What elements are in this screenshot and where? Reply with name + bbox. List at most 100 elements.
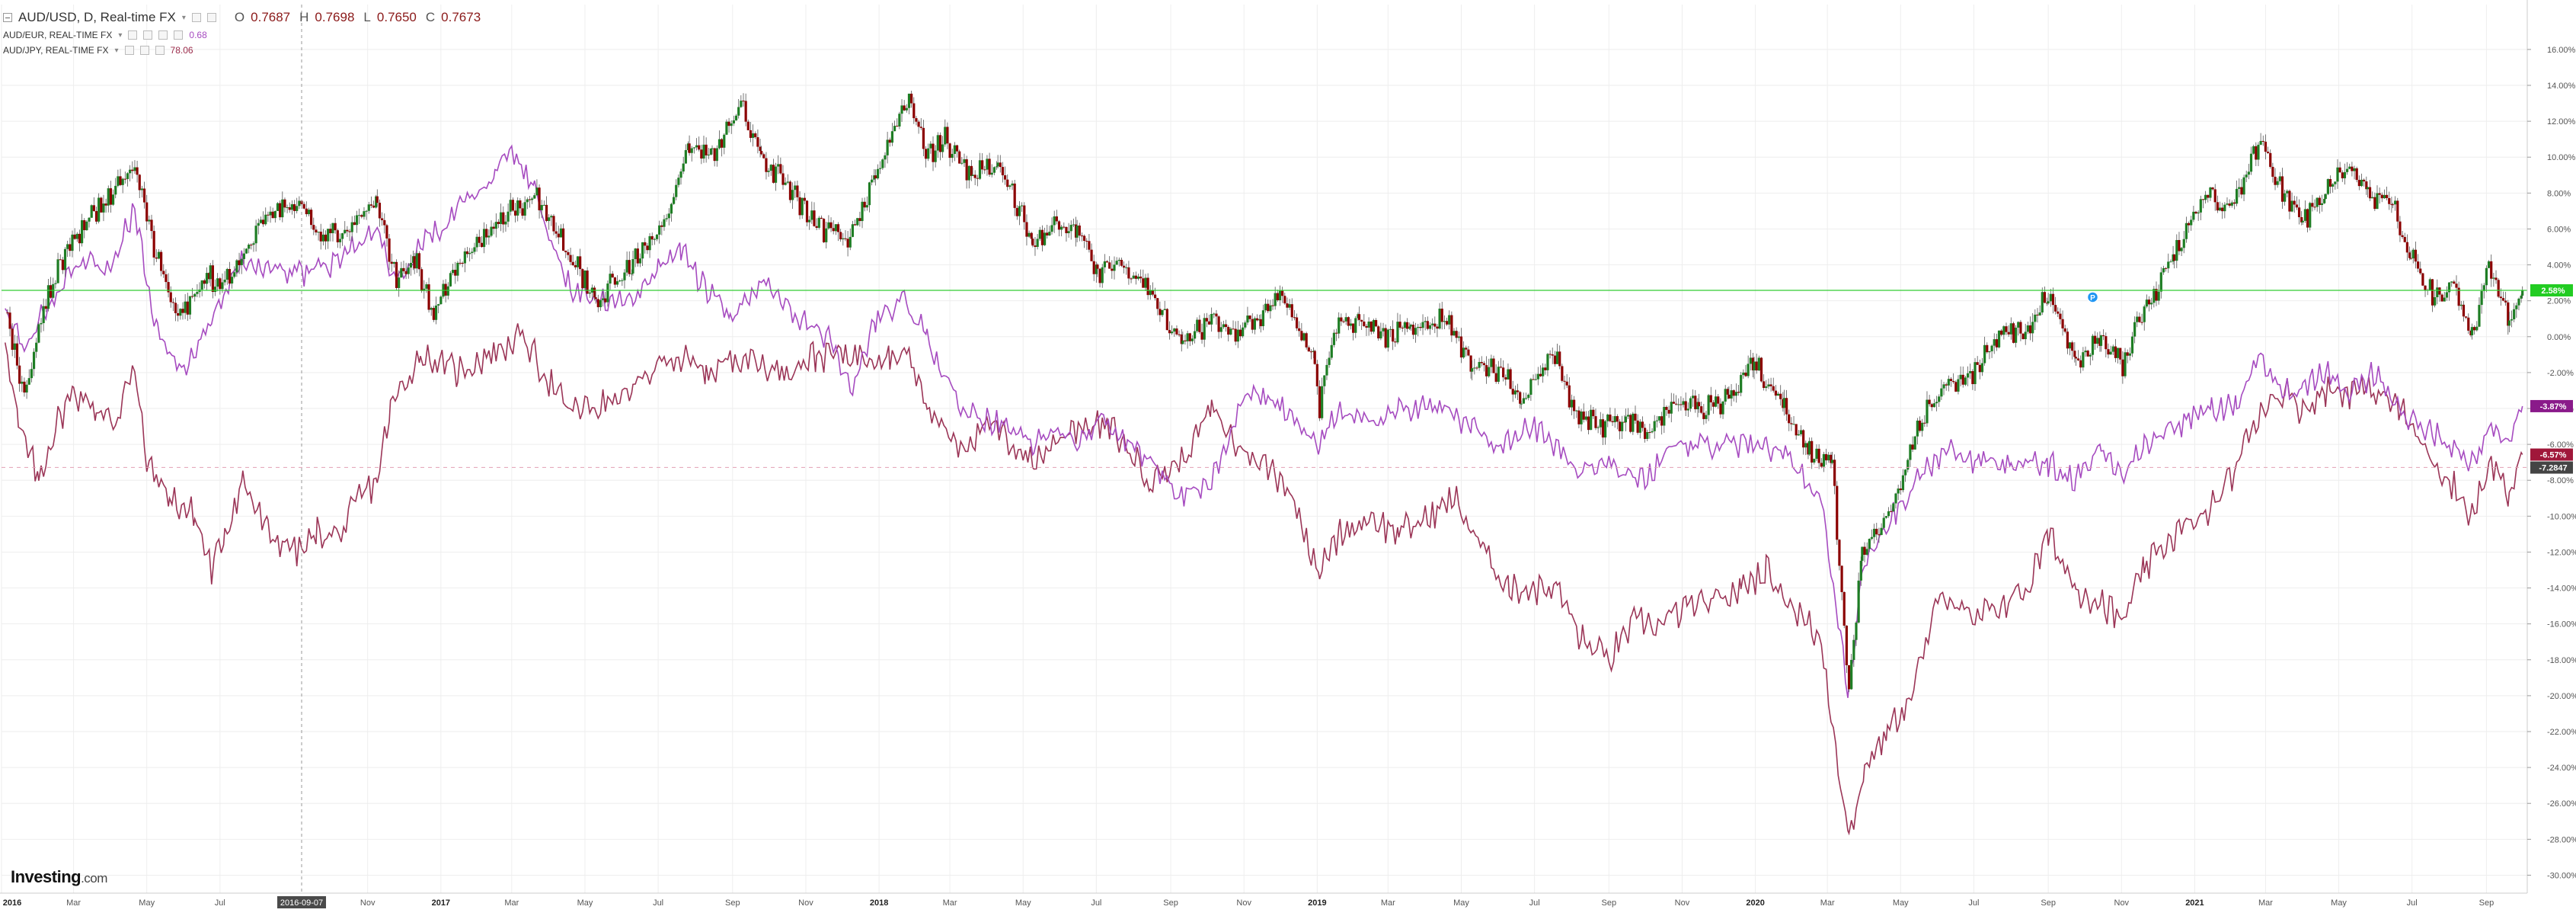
x-tick-label: Jul (653, 898, 663, 908)
candle-down (1945, 384, 1948, 386)
candle-down (2293, 200, 2296, 205)
candle-up (2290, 200, 2293, 212)
candle-down (781, 173, 785, 185)
chevron-down-icon[interactable]: ▾ (114, 46, 119, 55)
candle-down (1234, 328, 1237, 342)
candle-up (463, 251, 466, 264)
candle-up (794, 185, 797, 191)
candle-down (1003, 175, 1007, 180)
y-tick-label: -26.00% (2547, 799, 2576, 809)
candle-down (917, 121, 920, 127)
candle-up (1993, 339, 1996, 346)
candle-down (1298, 328, 1301, 331)
candle-down (1286, 303, 1289, 308)
candle-down (557, 233, 560, 238)
candle-up (990, 172, 993, 175)
candle-up (1542, 367, 1545, 376)
candle-up (907, 93, 911, 108)
candle-down (2264, 141, 2268, 152)
candle-down (2414, 249, 2418, 262)
settings-icon[interactable] (206, 13, 216, 22)
close-icon[interactable] (158, 30, 168, 40)
y-tick-label: 8.00% (2547, 189, 2571, 198)
x-tick-label: Sep (1602, 898, 1617, 908)
more-icon[interactable] (174, 30, 184, 40)
candle-down (749, 130, 753, 138)
candle-up (1386, 329, 1389, 348)
candle-up (1196, 319, 1199, 331)
candle-up (2190, 219, 2193, 226)
candle-down (1426, 321, 1429, 329)
candle-down (760, 151, 763, 155)
candle-down (261, 219, 265, 225)
candle-up (2169, 261, 2172, 263)
x-tick-label: Jul (1091, 898, 1101, 908)
candle-down (820, 217, 823, 219)
chart-legend: AUD/USD, D, Real-time FX ▾ O 0.7687 H 0.76… (3, 8, 484, 58)
collapse-legend-icon[interactable] (3, 13, 12, 22)
chevron-down-icon[interactable]: ▾ (118, 30, 123, 40)
candle-up (1707, 395, 1710, 415)
candle-up (1590, 409, 1593, 431)
candle-up (648, 235, 651, 251)
candle-down (922, 127, 925, 149)
candle-up (834, 224, 837, 232)
candle-down (1419, 327, 1422, 328)
candle-up (2470, 327, 2474, 335)
candle-up (1408, 326, 1411, 329)
close-icon[interactable] (155, 46, 165, 55)
candle-up (1757, 357, 1760, 371)
candle-up (298, 200, 301, 207)
candle-up (1765, 386, 1768, 389)
settings-icon[interactable] (143, 30, 153, 40)
candle-up (730, 123, 733, 127)
eye-icon[interactable] (128, 30, 138, 40)
candle-up (2334, 181, 2337, 184)
candle-up (1488, 367, 1491, 376)
candle-up (148, 219, 151, 222)
candle-down (1295, 317, 1299, 328)
settings-icon[interactable] (139, 46, 149, 55)
candle-down (1392, 328, 1395, 342)
candle-up (2360, 179, 2363, 187)
candle-up (2332, 184, 2335, 187)
candle-up (290, 204, 294, 210)
candle-up (1278, 290, 1282, 301)
candle-down (167, 282, 170, 293)
candle-up (516, 200, 519, 216)
candle-down (432, 308, 435, 320)
candle-down (1843, 591, 1846, 626)
candle-up (2157, 291, 2160, 301)
candle-up (1942, 384, 1945, 389)
candle-up (1403, 322, 1406, 328)
candle-down (1130, 278, 1133, 280)
candle-down (1207, 321, 1211, 325)
candle-up (1117, 259, 1120, 261)
candle-up (1921, 422, 1924, 431)
candle-down (970, 165, 973, 176)
chevron-down-icon[interactable]: ▾ (181, 13, 186, 22)
candle-up (740, 101, 743, 107)
candle-up (1396, 322, 1399, 343)
candle-up (784, 182, 787, 185)
aud-jpy-line (4, 323, 2523, 836)
candle-up (1546, 354, 1549, 370)
candle-down (822, 219, 826, 242)
candle-down (1779, 393, 1782, 399)
candle-up (111, 194, 115, 205)
candle-down (2155, 289, 2158, 301)
candle-up (471, 251, 474, 253)
candle-up (1325, 364, 1328, 376)
candle-down (2497, 280, 2500, 297)
candle-up (2301, 220, 2304, 223)
eye-icon[interactable] (191, 13, 201, 22)
candle-up (1338, 317, 1341, 334)
x-tick-label: Nov (360, 898, 376, 908)
candle-up (2249, 153, 2253, 172)
candle-down (1732, 390, 1735, 396)
candle-up (233, 272, 236, 277)
candle-down (1918, 420, 1922, 431)
eye-icon[interactable] (124, 46, 134, 55)
